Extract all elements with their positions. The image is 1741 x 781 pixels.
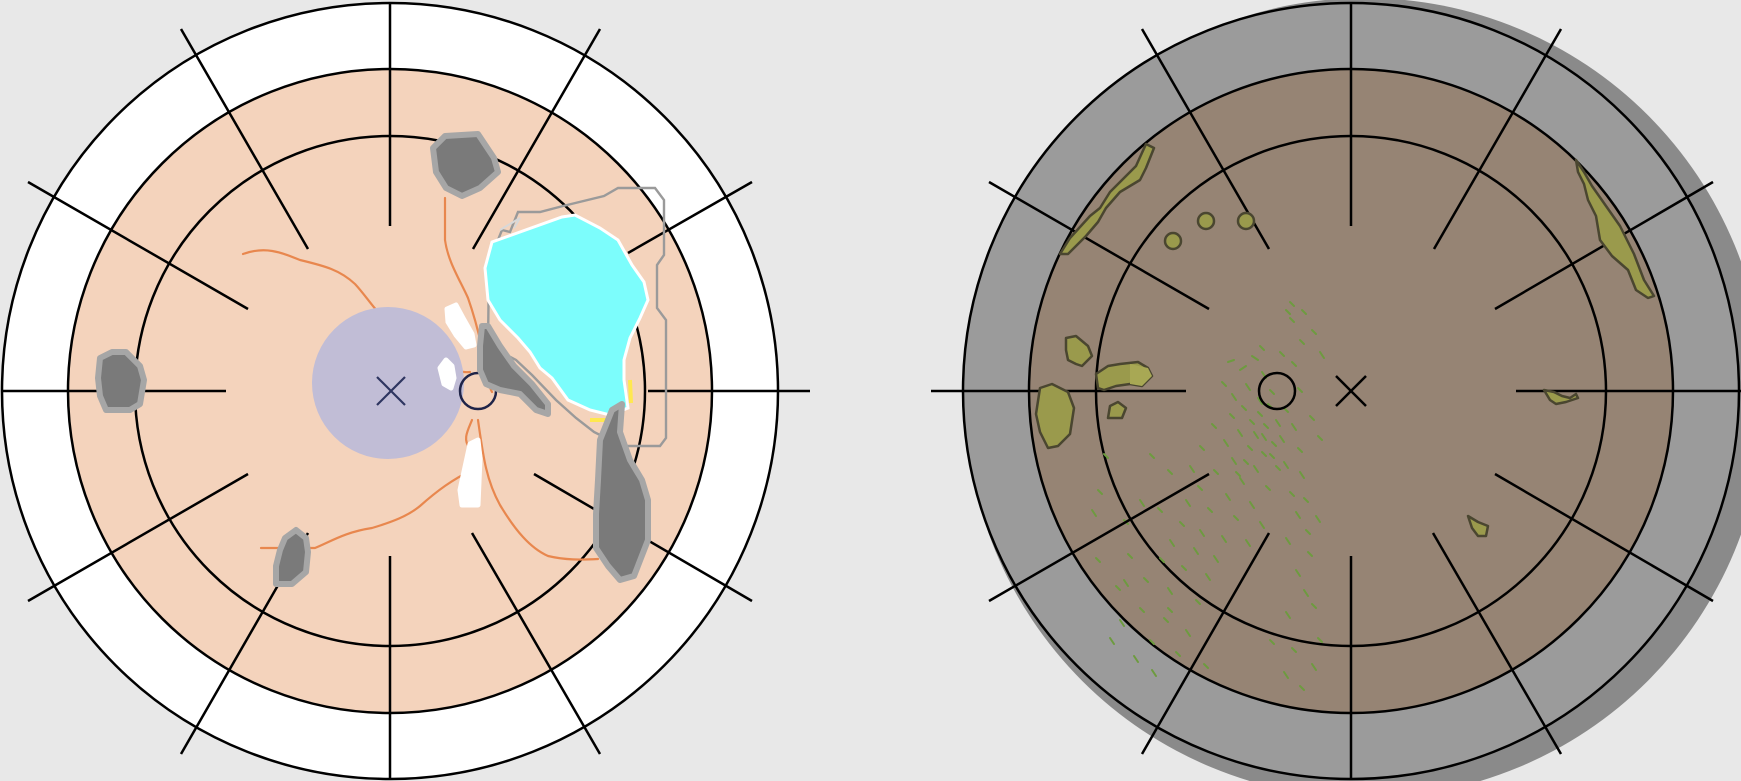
left-cyan-region [483, 213, 650, 417]
left-clock-lines [2, 3, 810, 779]
right-olive-blobs [1034, 142, 1656, 538]
right-optic-disc-circle-icon [1257, 371, 1297, 411]
left-macula-zone [312, 307, 464, 459]
left-white-patches [437, 302, 483, 508]
right-fundus-map [931, 0, 1741, 781]
left-macula-cross-icon [376, 376, 406, 406]
left-grey-blobs [95, 131, 651, 587]
right-green-marks [1091, 301, 1325, 691]
left-fundus-map [0, 1, 810, 781]
right-olive-dots [1163, 211, 1256, 251]
right-macula-cross-icon [1335, 375, 1367, 407]
